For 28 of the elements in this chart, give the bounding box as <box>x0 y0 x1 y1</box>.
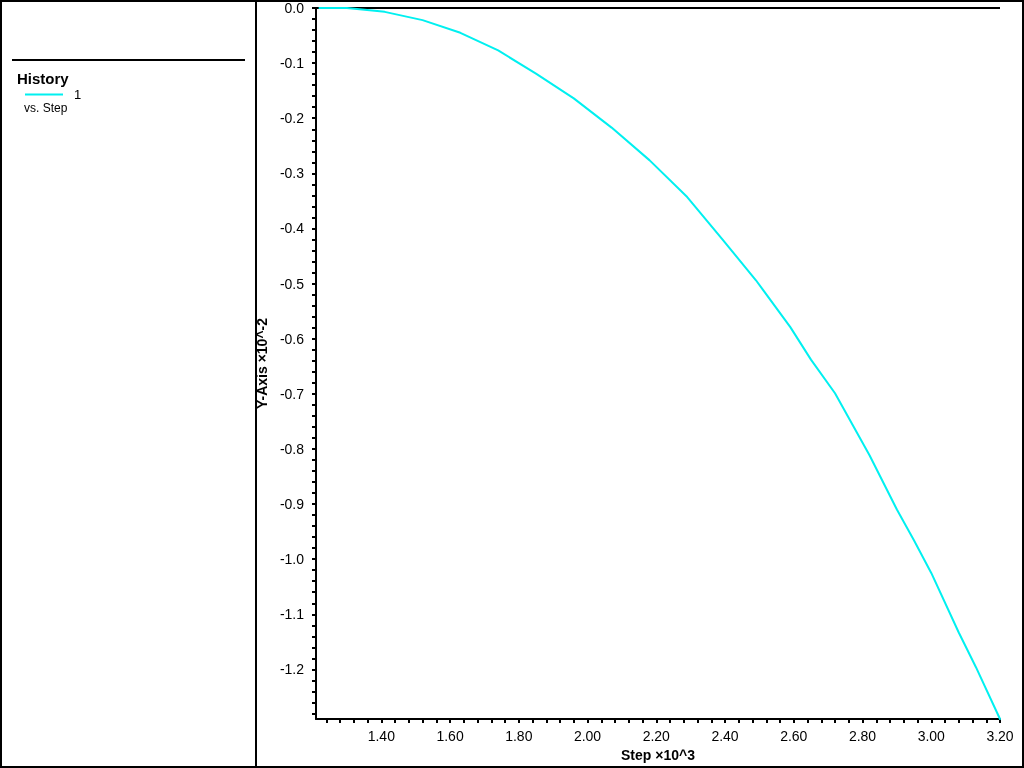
x-axis-title: Step ×10^3 <box>621 746 696 763</box>
x-tick-label: 2.20 <box>642 728 671 744</box>
y-tick-label: -1.2 <box>279 661 305 678</box>
y-tick-label: -0.2 <box>279 110 305 127</box>
x-tick-label: 1.80 <box>505 728 533 744</box>
x-tick-label: 1.60 <box>436 728 464 744</box>
text: vs. Step <box>24 101 68 115</box>
y-tick-label: -0.4 <box>279 220 305 237</box>
x-tick-label: 2.60 <box>780 728 808 744</box>
legend-label: 1 <box>74 87 82 102</box>
y-tick-label: -0.6 <box>279 330 305 347</box>
y-tick-label: -0.3 <box>279 165 305 182</box>
x-tick-label: 3.00 <box>917 728 946 744</box>
y-axis-title: Y-Axis ×10^-2 <box>253 317 270 410</box>
y-tick-label: 0.0 <box>284 0 305 16</box>
x-tick-label: 1.40 <box>367 728 396 744</box>
legend-title: History <box>17 70 70 87</box>
y-tick-label: -1.0 <box>279 551 305 568</box>
x-tick-label: 2.80 <box>848 728 877 744</box>
x-tick-label: 3.20 <box>986 728 1014 744</box>
y-tick-label: -0.1 <box>279 55 305 72</box>
x-tick-label: 2.00 <box>573 728 602 744</box>
x-tick-label: 2.40 <box>711 728 739 744</box>
y-tick-label: -0.5 <box>279 275 305 292</box>
y-tick-label: -0.8 <box>279 440 305 457</box>
y-tick-label: -0.9 <box>279 496 305 513</box>
y-tick-label: -0.7 <box>279 385 305 402</box>
y-tick-label: -1.1 <box>279 606 305 623</box>
